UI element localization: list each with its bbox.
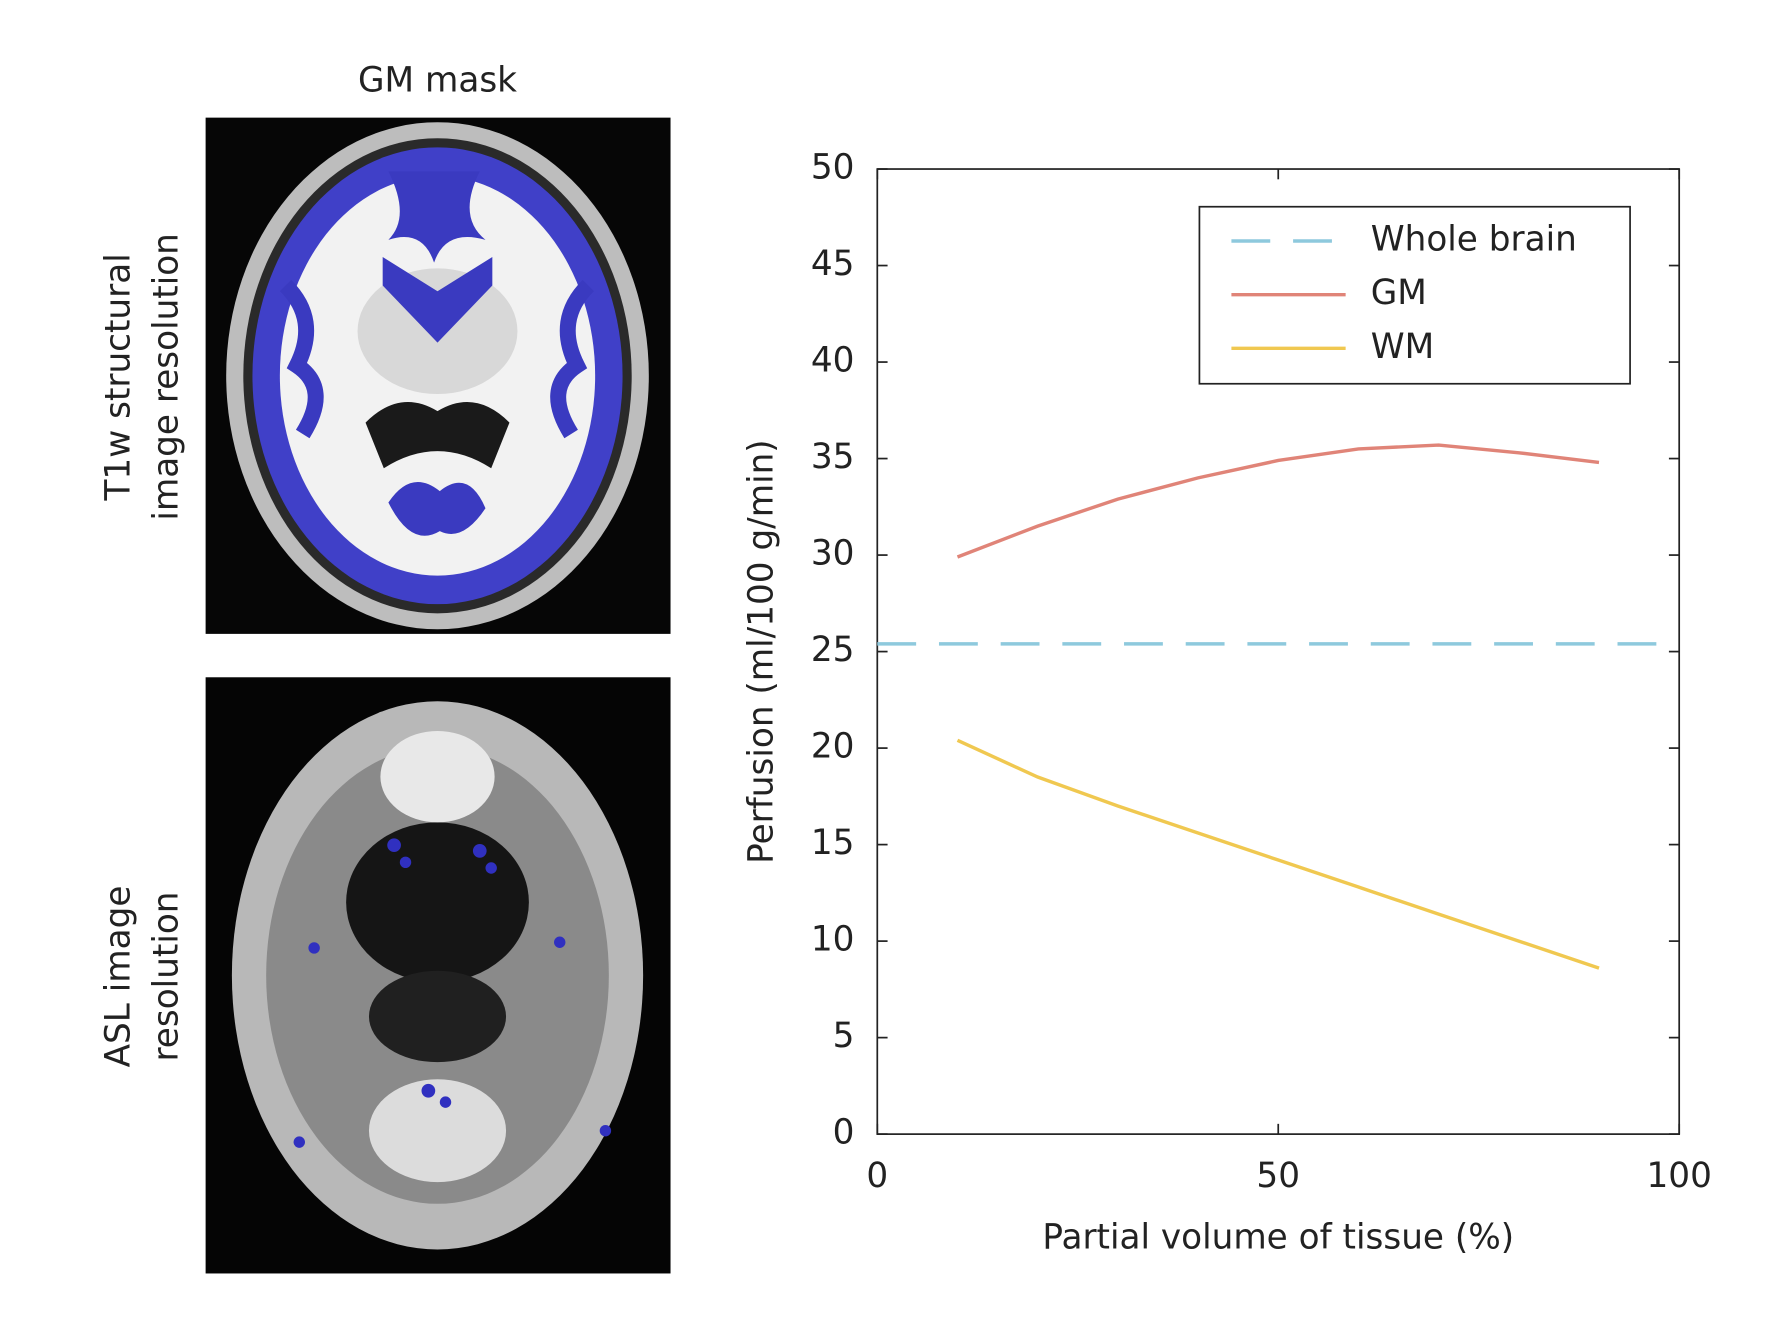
row-label-line: resolution [146,892,186,1062]
y-tick-label: 20 [811,727,855,767]
row-label-line: ASL image [98,886,138,1068]
row-label: T1w structural image resolution [98,233,186,521]
t1w-image [205,117,671,634]
legend: Whole brain GM WM [1198,205,1631,385]
x-tick-label: 100 [1647,1156,1712,1196]
row-label-line: T1w structural [98,253,138,501]
series-line [956,738,1600,970]
x-tick-label: 50 [1256,1156,1300,1196]
y-tick-label: 0 [833,1113,855,1153]
y-tick-label: 30 [811,534,855,574]
asl-image [205,677,671,1274]
y-tick-label: 40 [811,341,855,381]
x-axis-label: Partial volume of tissue (%) [1042,1218,1514,1258]
x-tick-label: 0 [866,1156,888,1196]
legend-label: Whole brain [1371,219,1577,259]
y-tick-label: 25 [811,630,855,670]
y-tick-label: 50 [811,148,855,188]
panel-title: GM mask [358,61,517,101]
legend-label: GM [1371,273,1427,313]
y-tick-label: 10 [811,920,855,960]
row-label-line: image resolution [146,233,186,521]
chart: 0 5 10 15 20 25 30 35 40 45 50 0 50 100 Partial volume… [742,148,1712,1258]
y-tick-label: 35 [811,437,855,477]
y-tick-label: 15 [811,823,855,863]
y-tick-label: 45 [811,244,855,284]
legend-label: WM [1371,327,1434,367]
y-axis-label: Perfusion (ml/100 g/min) [742,439,782,863]
y-tick-label: 5 [833,1016,855,1056]
row-label: ASL image resolution [98,886,186,1068]
series-line [956,443,1600,559]
